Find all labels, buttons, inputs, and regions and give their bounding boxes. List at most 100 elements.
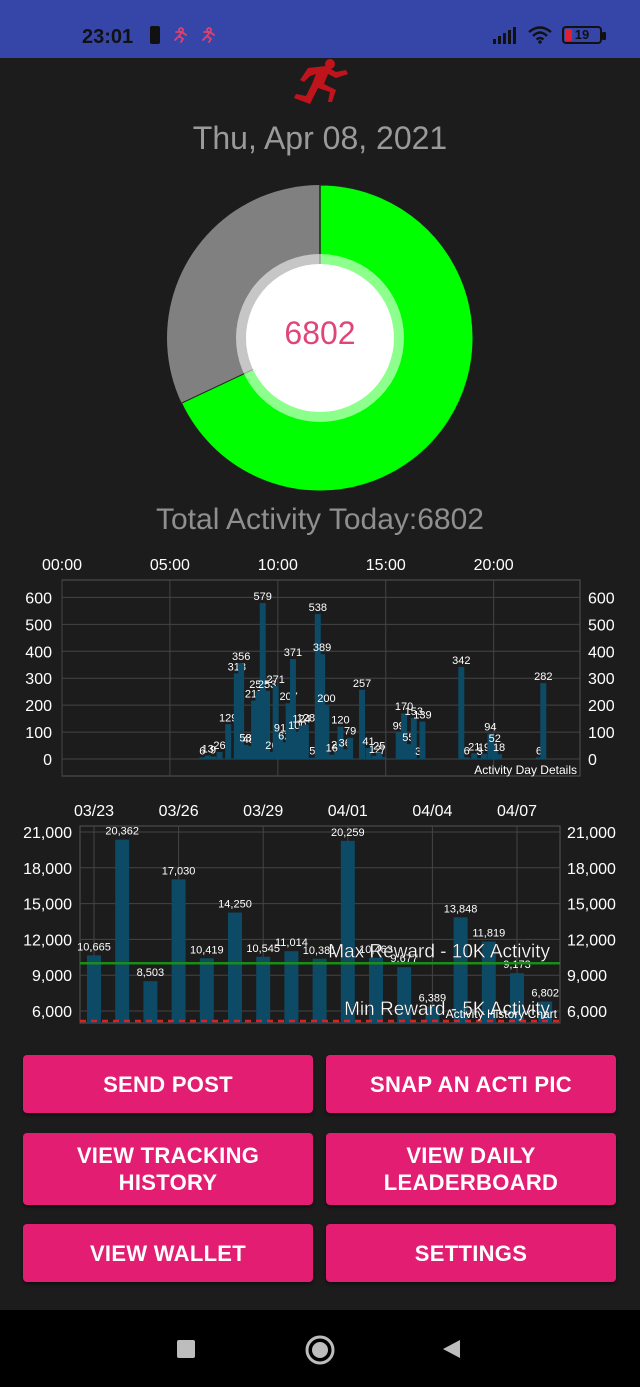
- chart1-bar: [376, 752, 383, 759]
- chart1-bar-label: 18: [493, 742, 505, 754]
- chart1-bar-label: 371: [284, 647, 302, 659]
- chart2-bar-label: 10,419: [190, 944, 224, 956]
- chart1-y-tick-left: 500: [25, 617, 52, 634]
- chart1-x-tick: 20:00: [474, 557, 514, 574]
- chart1-bar: [309, 757, 316, 759]
- chart1-bar-label: 356: [232, 651, 250, 663]
- chart1-bar: [410, 717, 417, 759]
- chart1-bar-label: 21: [468, 741, 480, 753]
- chart1-y-tick-right: 600: [588, 590, 615, 607]
- chart1-bar: [395, 732, 402, 759]
- chart1-bar: [496, 754, 503, 759]
- current-date: Thu, Apr 08, 2021: [192, 120, 448, 156]
- chart1-bar-label: 6: [464, 745, 470, 757]
- chart2-y-tick-left: 21,000: [23, 825, 72, 842]
- chart1-bar: [334, 751, 341, 759]
- chart1-bar-label: 124: [292, 714, 310, 726]
- donut-hole: [246, 264, 394, 412]
- settings-button[interactable]: SETTINGS: [326, 1224, 616, 1282]
- chart1-bar: [371, 755, 378, 759]
- chart1-bar: [319, 654, 326, 759]
- chart1-y-tick-right: 500: [588, 617, 615, 634]
- chart1-bar-label: 5: [309, 746, 315, 758]
- chart1-bar-label: 53: [239, 733, 251, 745]
- chart1-bar: [314, 614, 321, 759]
- chart1-bar: [294, 732, 301, 759]
- chart1-bar: [216, 751, 223, 759]
- chart2-y-tick-right: 18,000: [567, 861, 616, 878]
- chart1-bar-label: 13: [202, 743, 214, 755]
- chart1-bar: [341, 749, 348, 759]
- chart1-bar-label: 128: [297, 713, 315, 725]
- chart2-y-tick-right: 15,000: [567, 897, 616, 914]
- chart2-y-tick-right: 21,000: [567, 825, 616, 842]
- chart1-bar: [276, 734, 283, 759]
- chart1-bar-label: 25: [373, 740, 385, 752]
- chart1-bar-label: 6: [536, 745, 542, 757]
- chart2-y-tick-right: 6,000: [567, 1004, 607, 1021]
- chart1-x-tick: 05:00: [150, 557, 190, 574]
- status-bar: 23:01 19: [0, 0, 640, 58]
- chart2-bar: [256, 956, 271, 1023]
- chart1-bar: [359, 689, 366, 759]
- chart2-limit-label: Min Reward - 5K Activity: [344, 999, 550, 1020]
- chart1-bar-label: 538: [309, 602, 327, 614]
- chart2-bar-label: 8,503: [137, 967, 165, 979]
- chart1-bar: [204, 755, 211, 759]
- chart2-bar-label: 10,463: [359, 944, 393, 956]
- chart1-bar: [458, 666, 465, 759]
- chart1-bar: [238, 663, 245, 759]
- chart1-bar: [471, 753, 478, 759]
- chart1-bar: [419, 721, 426, 759]
- chart1-bar: [255, 691, 262, 759]
- chart1-bar-label: 129: [219, 712, 237, 724]
- recents-square-icon[interactable]: [176, 1339, 196, 1359]
- send-post-button[interactable]: SEND POST: [23, 1055, 313, 1113]
- chart1-y-tick-right: 400: [588, 644, 615, 661]
- chart1-bar-label: 153: [405, 706, 423, 718]
- chart1-y-tick-right: 100: [588, 725, 615, 742]
- back-triangle-icon[interactable]: [440, 1338, 462, 1360]
- chart1-bar: [259, 603, 266, 759]
- chart2-x-tick: 04/07: [497, 803, 537, 820]
- chart1-y-tick-left: 100: [25, 725, 52, 742]
- chart2-y-tick-left: 6,000: [32, 1004, 72, 1021]
- chart2-y-tick-left: 15,000: [23, 897, 72, 914]
- view-wallet-button[interactable]: VIEW WALLET: [23, 1224, 313, 1282]
- chart2-bar: [397, 967, 412, 1023]
- chart1-bar: [415, 758, 422, 759]
- chart1-y-tick-left: 0: [43, 752, 52, 769]
- chart2-bar: [87, 955, 101, 1023]
- chart1-bar: [199, 757, 206, 759]
- home-circle-icon[interactable]: [304, 1334, 336, 1366]
- snap-pic-button[interactable]: SNAP AN ACTI PIC: [326, 1055, 616, 1113]
- chart1-bar: [480, 753, 487, 759]
- runner-icon: [170, 27, 188, 43]
- chart2-bar: [143, 981, 158, 1023]
- chart2-bar: [340, 840, 355, 1023]
- chart1-bar: [233, 673, 240, 759]
- chart2-bar-label: 20,259: [331, 827, 365, 839]
- chart1-bar: [401, 713, 408, 759]
- chart2-bar: [453, 917, 468, 1023]
- view-tracking-history-button[interactable]: VIEW TRACKING HISTORY: [23, 1133, 313, 1205]
- chart2-bar: [115, 839, 130, 1023]
- chart1-bar-label: 6: [199, 745, 205, 757]
- chart2-bar: [312, 958, 327, 1023]
- chart1-bar: [298, 725, 305, 759]
- chart2-bar-label: 11,014: [275, 937, 308, 949]
- chart2-limit-label: Max Reward - 10K Activity: [328, 941, 550, 962]
- runner-icon: [198, 27, 216, 43]
- activity-history-chart: 6,000 6,000 9,000 9,000 12,000 12,000 15,000 15…: [0, 796, 640, 1028]
- chart1-bar: [272, 686, 279, 759]
- chart2-bar-label: 6,802: [531, 987, 559, 999]
- chart2-bar: [284, 951, 299, 1023]
- chart1-y-tick-left: 400: [25, 644, 52, 661]
- chart2-bar-label: 6,389: [419, 992, 447, 1004]
- chart2-x-tick: 03/23: [74, 803, 114, 820]
- chart1-bar-label: 170: [395, 701, 413, 713]
- battery-icon: 19: [562, 26, 606, 44]
- status-notification-icons: [150, 26, 216, 44]
- view-daily-leaderboard-button[interactable]: VIEW DAILY LEADERBOARD: [326, 1133, 616, 1205]
- chart2-description: Activity History Chart: [446, 1007, 558, 1021]
